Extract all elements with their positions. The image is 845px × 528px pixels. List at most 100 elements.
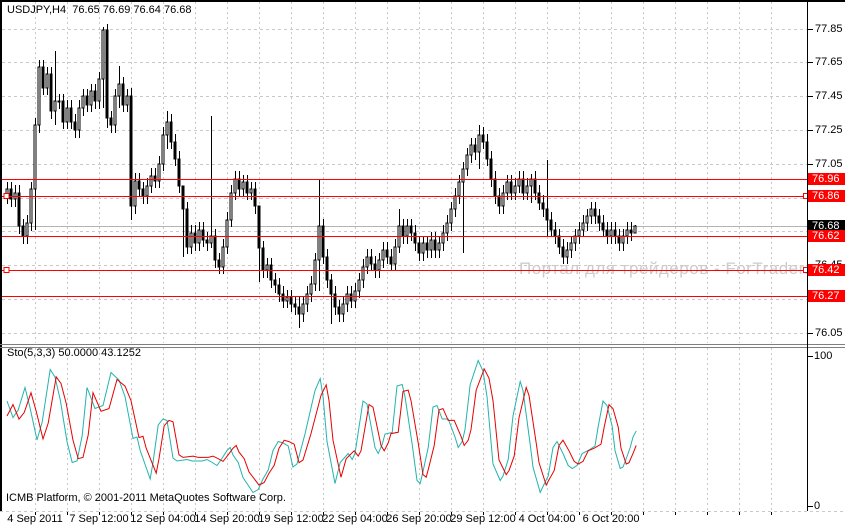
candle-bull xyxy=(301,303,305,315)
candle-bull xyxy=(221,246,225,268)
candle-bear xyxy=(261,247,265,271)
candle-bull xyxy=(145,185,149,197)
candle-bear xyxy=(69,107,73,123)
candle-bear xyxy=(253,188,257,207)
candle-bear xyxy=(185,208,189,248)
candle-bull xyxy=(189,232,193,248)
price-axis-label: 77.05 xyxy=(815,158,843,170)
candle-bull xyxy=(517,178,521,187)
stochastic-k-line xyxy=(6,359,637,494)
candle-bear xyxy=(169,121,173,143)
candle-bear xyxy=(49,73,53,112)
candle-bull xyxy=(569,242,573,251)
candle-bear xyxy=(493,178,497,197)
candle-bear xyxy=(109,117,113,126)
candle-bear xyxy=(553,229,557,237)
candle-bull xyxy=(377,259,381,271)
candle-bear xyxy=(521,178,525,194)
candle-bear xyxy=(597,215,601,224)
candle-bear xyxy=(93,90,97,102)
candle-bull xyxy=(53,100,57,112)
candle-bear xyxy=(73,121,77,131)
candle-bull xyxy=(381,249,385,261)
candle-bull xyxy=(45,73,49,89)
candle-bear xyxy=(533,178,537,194)
line-price-badge: 76.42 xyxy=(808,264,845,276)
candle-bear xyxy=(373,263,377,271)
candle-bull xyxy=(621,235,625,244)
time-axis-label: 19 Sep 12:00 xyxy=(258,513,324,525)
candle-bear xyxy=(389,256,393,265)
candle-bear xyxy=(329,279,333,295)
candle-bear xyxy=(193,232,197,244)
candle-bull xyxy=(633,225,637,234)
candle-bull xyxy=(165,121,169,136)
candle-bear xyxy=(417,242,421,254)
candle-bull xyxy=(469,144,473,156)
candle-bull xyxy=(625,229,629,237)
candle-bear xyxy=(333,293,337,308)
candle-bear xyxy=(17,192,21,227)
price-axis-label: 77.45 xyxy=(815,90,843,102)
time-axis-label: 14 Sep 20:00 xyxy=(194,513,260,525)
candle-bull xyxy=(477,134,481,153)
candle-bull xyxy=(37,66,41,126)
candle-bull xyxy=(209,235,213,244)
watermark-text: Портал для трейдеров - ForTrader.ru xyxy=(519,259,825,278)
candle-bear xyxy=(605,229,609,237)
candle-bear xyxy=(401,225,405,237)
candle-bear xyxy=(257,205,261,249)
stochastic-indicator-label: Sto(5,3,3) 50.0000 43.1252 xyxy=(7,347,141,359)
candle-bull xyxy=(113,95,117,126)
candle-bear xyxy=(289,296,293,305)
candle-bull xyxy=(505,181,509,194)
candle-bear xyxy=(549,219,553,231)
candle-bull xyxy=(33,124,37,190)
candle-bull xyxy=(393,246,397,265)
candle-bull xyxy=(501,192,505,207)
candle-bull xyxy=(77,107,81,131)
candle-bear xyxy=(489,158,493,180)
window-border-left xyxy=(0,0,2,511)
candle-bull xyxy=(529,178,533,187)
candle-bear xyxy=(41,66,45,89)
candle-bull xyxy=(609,229,613,237)
time-axis-label: 29 Sep 12:00 xyxy=(450,513,516,525)
candle-bull xyxy=(341,303,345,315)
candle-bull xyxy=(525,185,529,194)
candle-bull xyxy=(29,188,33,224)
candle-bear xyxy=(205,239,209,244)
candle-bear xyxy=(281,293,285,302)
candle-bear xyxy=(177,158,181,187)
price-axis-label: 77.25 xyxy=(815,124,843,136)
line-price-badge: 76.27 xyxy=(808,290,845,302)
candle-bear xyxy=(593,208,597,217)
candlestick-series xyxy=(5,24,637,328)
candle-bear xyxy=(129,95,133,207)
candle-bear xyxy=(349,293,353,302)
candle-bear xyxy=(321,225,325,258)
candle-bull xyxy=(461,168,465,183)
candle-bear xyxy=(137,180,141,190)
grid-lines xyxy=(2,2,807,511)
candle-bull xyxy=(265,264,269,271)
candle-bear xyxy=(217,259,221,268)
price-axis-label: 76.05 xyxy=(815,327,843,339)
candle-bear xyxy=(245,181,249,194)
line-handle-left-76.86[interactable] xyxy=(3,193,10,199)
candle-bull xyxy=(57,100,61,103)
candle-bull xyxy=(25,222,29,237)
price-axis-label: 77.65 xyxy=(815,56,843,68)
line-handle-left-76.42[interactable] xyxy=(3,267,10,273)
candle-bear xyxy=(61,100,65,123)
candle-bear xyxy=(21,225,25,237)
platform-copyright: ICMB Platform, © 2001-2011 MetaQuotes So… xyxy=(6,492,286,504)
candle-bear xyxy=(433,239,437,251)
candle-bull xyxy=(441,232,445,244)
candle-bull xyxy=(345,293,349,305)
candle-bull xyxy=(65,107,69,123)
candle-bear xyxy=(293,303,297,308)
time-axis-label: 6 Oct 20:00 xyxy=(582,513,640,525)
candle-bull xyxy=(513,185,517,194)
